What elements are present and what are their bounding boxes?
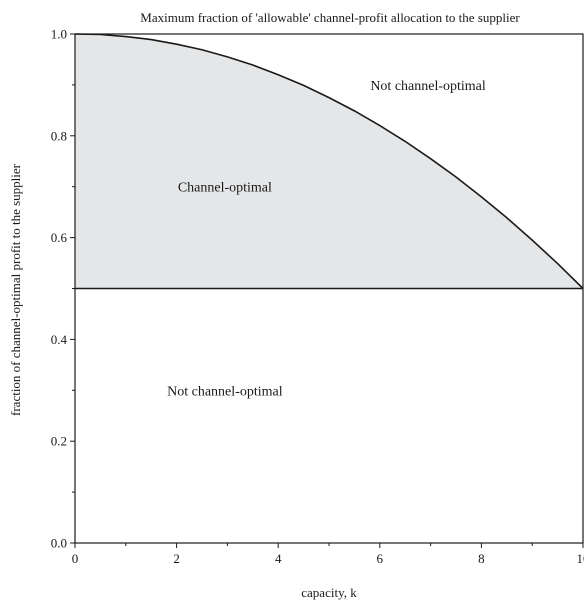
region-label: Not channel-optimal: [167, 384, 283, 399]
axis-ticks: 0 2 4 6 8 10 0.0 0.2 0.4 0.6 0.8 1.0: [51, 27, 584, 567]
channel-optimal-region: [75, 34, 583, 289]
x-tick-label: 2: [173, 551, 180, 566]
x-tick-label: 6: [377, 551, 384, 566]
region-label: Channel-optimal: [178, 181, 272, 196]
y-axis-label: fraction of channel-optimal profit to th…: [8, 163, 23, 416]
y-tick-label: 0.4: [51, 332, 68, 347]
region-label: Not channel-optimal: [370, 79, 486, 94]
x-tick-label: 8: [478, 551, 485, 566]
y-tick-label: 0.0: [51, 536, 67, 551]
x-tick-label: 0: [72, 551, 79, 566]
chart-title: Maximum fraction of 'allowable' channel-…: [140, 10, 520, 25]
region-labels: Not channel-optimal Channel-optimal Not ch…: [167, 79, 486, 399]
x-tick-label: 4: [275, 551, 282, 566]
x-tick-label: 10: [577, 551, 584, 566]
max-fraction-curve: [74, 33, 584, 290]
y-tick-label: 0.6: [51, 230, 68, 245]
y-tick-label: 0.2: [51, 434, 67, 449]
x-axis-label: capacity, k: [301, 585, 357, 600]
plot-area: [74, 33, 584, 544]
y-tick-label: 1.0: [51, 27, 67, 42]
y-tick-label: 0.8: [51, 128, 67, 143]
